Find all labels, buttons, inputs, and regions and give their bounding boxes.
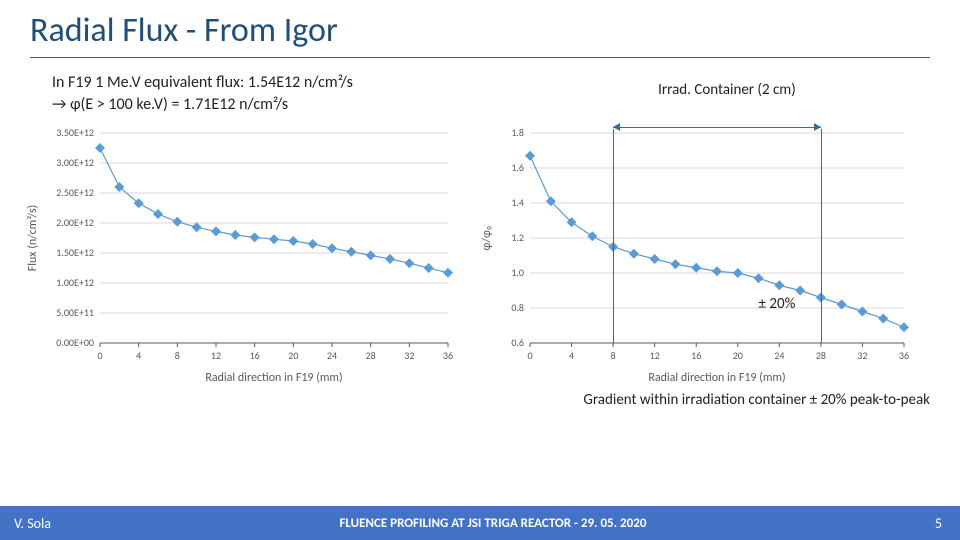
irrad-vline [613,129,614,343]
svg-text:5.00E+11: 5.00E+11 [56,306,94,319]
svg-text:16: 16 [691,349,701,362]
gradient-caption: Gradient within irradiation container ± … [0,391,960,409]
svg-text:1.4: 1.4 [511,196,524,209]
irrad-span-bar [613,127,821,128]
footer-author: V. Sola [0,515,51,532]
svg-text:24: 24 [327,349,337,362]
svg-text:4: 4 [569,349,574,362]
svg-text:0.6: 0.6 [511,336,524,349]
svg-text:1.50E+12: 1.50E+12 [56,246,94,259]
svg-text:φ/φ₀: φ/φ₀ [480,226,494,251]
svg-text:0: 0 [527,349,532,362]
footer-page: 5 [935,515,960,532]
pm20-label: ± 20% [759,295,796,313]
svg-text:12: 12 [650,349,660,362]
svg-text:Radial direction in F19 (mm): Radial direction in F19 (mm) [648,371,785,385]
left-chart: 0.00E+00 5.00E+11 1.00E+12 1.50E+12 2.00E+12… [20,121,460,391]
arrow-right-icon [814,123,821,131]
svg-text:0.00E+00: 0.00E+00 [56,336,94,349]
svg-text:1.8: 1.8 [511,126,524,139]
svg-text:36: 36 [443,349,453,362]
svg-text:32: 32 [404,349,414,362]
info-line-2: → φ(E > 100 ke.V) = 1.71E12 n/cm²/s [52,94,960,116]
svg-text:12: 12 [211,349,221,362]
svg-text:20: 20 [288,349,298,362]
svg-text:16: 16 [250,349,260,362]
slide-title: Radial Flux - From Igor [0,0,960,57]
svg-text:2.00E+12: 2.00E+12 [56,216,94,229]
left-chart-wrap: 0.00E+00 5.00E+11 1.00E+12 1.50E+12 2.00E+12… [20,121,460,391]
footer-bar: V. Sola FLUENCE PROFILING AT JSI TRIGA R… [0,506,960,540]
svg-text:1.0: 1.0 [511,266,524,279]
arrow-left-icon [613,123,620,131]
right-chart-wrap: 0.6 0.8 1.0 1.2 1.4 1.6 1.8 0 4 8 12 16 20 24 28 32 36 Ra… [476,121,916,391]
svg-text:2.50E+12: 2.50E+12 [56,186,94,199]
svg-text:1.6: 1.6 [511,161,524,174]
footer-title: FLUENCE PROFILING AT JSI TRIGA REACTOR -… [51,516,935,531]
svg-text:36: 36 [899,349,909,362]
right-chart: 0.6 0.8 1.0 1.2 1.4 1.6 1.8 0 4 8 12 16 20 24 28 32 36 Ra… [476,121,916,391]
info-line-1: In F19 1 Me.V equivalent flux: 1.54E12 n… [52,72,960,94]
charts-row: 0.00E+00 5.00E+11 1.00E+12 1.50E+12 2.00E+12… [0,115,960,391]
svg-text:3.00E+12: 3.00E+12 [56,156,94,169]
svg-text:0.8: 0.8 [511,301,524,314]
svg-text:8: 8 [175,349,180,362]
svg-text:Flux (n/cm²/s): Flux (n/cm²/s) [26,205,40,272]
svg-text:1.2: 1.2 [511,231,524,244]
svg-text:20: 20 [733,349,743,362]
svg-text:0: 0 [97,349,102,362]
irrad-container-label: Irrad. Container (2 cm) [637,81,817,99]
svg-text:32: 32 [857,349,867,362]
irrad-vline [821,129,822,343]
svg-text:Radial direction in F19 (mm): Radial direction in F19 (mm) [205,371,342,385]
svg-text:28: 28 [366,349,376,362]
svg-text:4: 4 [136,349,141,362]
svg-text:3.50E+12: 3.50E+12 [56,126,94,139]
svg-text:8: 8 [611,349,616,362]
svg-text:1.00E+12: 1.00E+12 [56,276,94,289]
svg-text:24: 24 [774,349,784,362]
svg-text:28: 28 [816,349,826,362]
